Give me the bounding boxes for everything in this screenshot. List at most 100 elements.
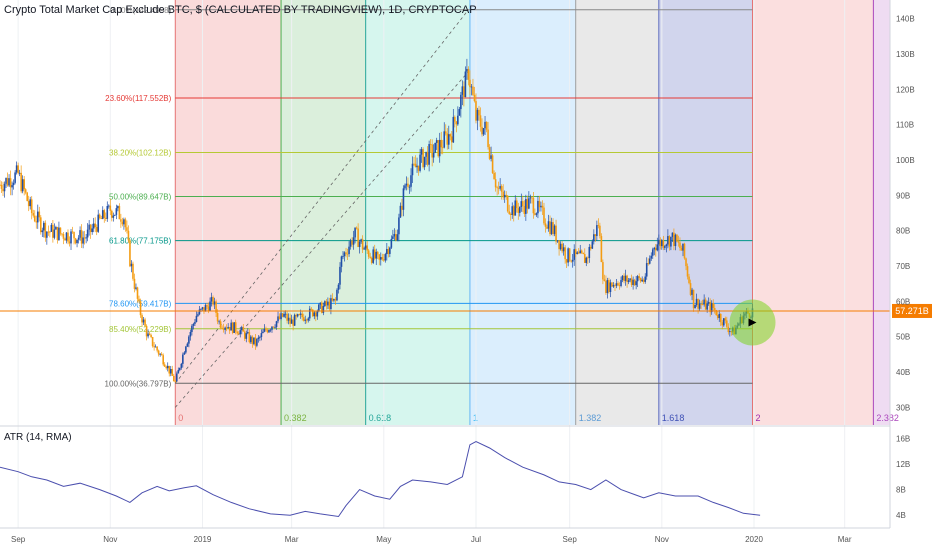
candle	[293, 314, 296, 326]
candle	[272, 326, 275, 328]
candle	[30, 199, 33, 214]
candle	[195, 315, 198, 322]
candle	[719, 313, 722, 323]
candle	[697, 298, 699, 309]
candle	[218, 321, 220, 323]
candle	[257, 337, 260, 340]
y-tick-label: 140B	[896, 15, 915, 24]
candle	[124, 219, 127, 228]
candle	[319, 302, 322, 305]
candle	[253, 337, 255, 344]
candle	[701, 304, 704, 305]
candle	[250, 336, 252, 343]
candle	[154, 346, 157, 348]
candle	[268, 330, 270, 333]
candle	[641, 279, 643, 282]
candle	[582, 252, 585, 255]
candle	[126, 227, 128, 231]
candle	[251, 336, 254, 344]
candle	[618, 285, 621, 286]
candle	[404, 185, 406, 189]
candle	[500, 186, 503, 192]
candle	[511, 206, 514, 215]
candle	[86, 229, 89, 238]
candle	[280, 313, 282, 319]
candle	[579, 250, 582, 254]
candle	[366, 245, 368, 251]
candle	[259, 337, 261, 338]
candle	[148, 333, 151, 336]
candle	[239, 330, 242, 335]
candle	[227, 326, 229, 329]
fib-time-zone-label: 2	[755, 413, 760, 423]
candle	[179, 367, 181, 371]
candle	[642, 279, 645, 282]
fib-time-zone	[873, 0, 890, 425]
candle	[426, 151, 429, 165]
candle	[9, 178, 12, 188]
candle	[322, 306, 325, 313]
candle	[547, 221, 550, 229]
candle	[562, 247, 565, 252]
candle	[580, 250, 583, 253]
candle	[56, 226, 59, 240]
fib-time-zone-label: 1.382	[579, 413, 602, 423]
candle	[58, 227, 60, 240]
candle	[206, 305, 208, 307]
x-tick-label: May	[376, 535, 391, 544]
candle	[351, 240, 353, 245]
candle	[262, 331, 264, 334]
candle	[546, 226, 548, 229]
candle	[583, 254, 586, 263]
candle	[5, 178, 7, 184]
candle	[59, 227, 62, 234]
candle	[606, 280, 609, 294]
candle	[231, 322, 234, 333]
candle	[50, 224, 53, 232]
candle	[349, 240, 352, 247]
candle	[234, 322, 237, 332]
candle	[369, 256, 372, 258]
candle	[623, 275, 625, 281]
candle	[286, 313, 288, 321]
candle	[240, 327, 243, 331]
candle	[236, 331, 239, 334]
candle	[12, 182, 15, 186]
candle	[658, 239, 660, 245]
candle	[450, 136, 453, 143]
candle	[700, 303, 702, 305]
candle	[497, 187, 500, 189]
candle	[197, 314, 199, 316]
fib-time-zone	[752, 0, 874, 425]
candle	[432, 152, 435, 158]
candle	[528, 198, 530, 209]
candle	[130, 263, 133, 267]
candle	[200, 308, 202, 310]
candle	[599, 225, 601, 237]
candle	[23, 179, 25, 190]
candle	[185, 346, 187, 353]
candle	[275, 321, 278, 327]
candle	[449, 134, 452, 137]
candle	[718, 313, 721, 319]
atr-series[interactable]	[0, 425, 890, 518]
candle	[639, 278, 642, 282]
candle	[429, 144, 432, 145]
candle	[29, 199, 32, 207]
candle	[52, 224, 54, 238]
candle	[667, 236, 669, 245]
candle	[247, 332, 249, 334]
candle	[32, 213, 35, 216]
candle	[446, 133, 449, 145]
candle	[473, 94, 476, 102]
candle	[484, 121, 486, 129]
candle	[438, 139, 441, 157]
candle	[274, 326, 276, 328]
candle	[661, 240, 663, 247]
candle	[336, 289, 338, 301]
candle	[203, 307, 205, 312]
candle	[479, 115, 482, 127]
price-series[interactable]	[0, 58, 754, 383]
candle	[277, 316, 279, 322]
candle	[615, 283, 618, 286]
